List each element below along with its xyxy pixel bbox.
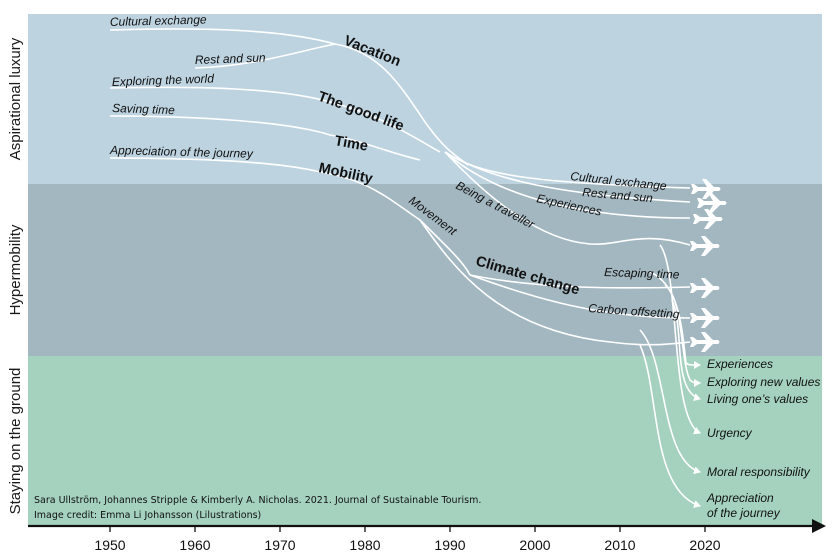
start-label-saving-time: Saving time xyxy=(112,101,175,117)
concept-time: Time xyxy=(333,133,369,155)
start-label-appreciation: Appreciation of the journey xyxy=(109,143,254,161)
flow-to-rest xyxy=(444,151,691,203)
band-label-aspirational: Aspirational luxury xyxy=(7,37,24,160)
flow-vacation xyxy=(334,43,469,166)
ground-label-living-values: Living one’s values xyxy=(707,392,808,406)
citation-text: Sara Ullström, Johannes Stripple & Kimbe… xyxy=(34,495,481,506)
band-ground xyxy=(28,356,822,526)
tick-label-1950: 1950 xyxy=(94,537,125,553)
axis-arrow-icon xyxy=(812,519,826,533)
start-label-cultural-exchange: Cultural exchange xyxy=(110,12,207,29)
ground-label-exploring-new-values: Exploring new values xyxy=(707,375,820,389)
tick-label-1960: 1960 xyxy=(179,537,210,553)
tick-label-2010: 2010 xyxy=(604,537,635,553)
flow-climate xyxy=(469,274,691,289)
flight-label-escaping-time: Escaping time xyxy=(604,265,680,282)
flow-ground-5 xyxy=(639,329,701,475)
flow-ground-4 xyxy=(659,244,701,435)
flow-ground-6 xyxy=(639,344,701,508)
flight-label-rest-and-sun: Rest and sun xyxy=(582,185,654,205)
flow-carbon xyxy=(469,274,691,319)
ground-label-appreciation: Appreciation xyxy=(706,491,774,505)
flow-saving-time xyxy=(109,115,421,161)
ground-label-moral-responsibility: Moral responsibility xyxy=(707,465,811,479)
flow-to-experiences xyxy=(444,151,691,219)
flow-rest-and-sun xyxy=(194,43,336,69)
band-label-ground: Staying on the ground xyxy=(7,368,24,515)
tick-label-1990: 1990 xyxy=(434,537,465,553)
start-label-rest-and-sun: Rest and sun xyxy=(195,51,266,67)
tick-label-1980: 1980 xyxy=(349,537,380,553)
x-axis-ticks xyxy=(109,526,706,532)
flow-exploring xyxy=(109,86,441,153)
flow-appreciation xyxy=(109,157,471,276)
ground-label-experiences: Experiences xyxy=(707,357,773,371)
flight-label-carbon-offsetting: Carbon offsetting xyxy=(588,301,680,321)
flow-ground-3 xyxy=(671,299,701,401)
tick-label-2000: 2000 xyxy=(519,537,550,553)
band-aspirational xyxy=(28,14,822,184)
band-label-hypermobility: Hypermobility xyxy=(7,224,24,315)
ground-label-of-the-journey: of the journey xyxy=(707,506,781,520)
flow-lines xyxy=(109,28,701,508)
tick-label-2020: 2020 xyxy=(689,537,720,553)
flow-being-traveller xyxy=(444,151,691,246)
flow-ground-2 xyxy=(664,284,701,387)
start-label-exploring: Exploring the world xyxy=(112,71,215,89)
flow-movement xyxy=(419,219,691,346)
ground-label-urgency: Urgency xyxy=(707,426,753,440)
flow-cultural-exchange xyxy=(109,28,336,45)
image-credit-text: Image credit: Emma Li Johansson (Lilustr… xyxy=(34,510,261,521)
band-hypermobility xyxy=(28,184,822,356)
tick-label-1970: 1970 xyxy=(264,537,295,553)
